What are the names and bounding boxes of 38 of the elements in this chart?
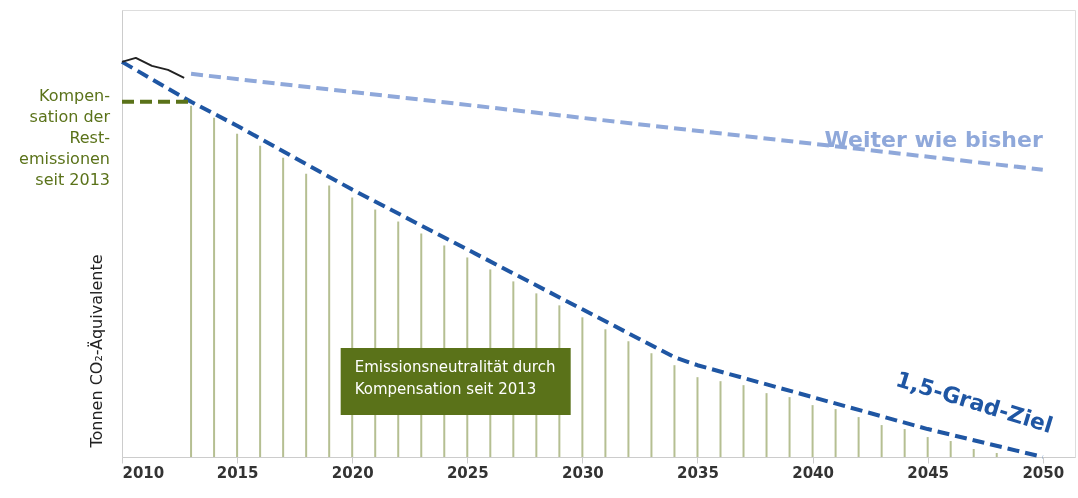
bar <box>627 341 630 457</box>
y-axis-title: Tonnen CO₂-Äquivalente <box>86 254 106 449</box>
x-tick-label: 2030 <box>562 463 604 482</box>
bar <box>857 417 860 457</box>
bar <box>949 441 952 457</box>
bar <box>259 145 262 457</box>
bar <box>926 437 929 457</box>
bar <box>834 409 837 457</box>
bar <box>765 393 768 457</box>
bar <box>880 425 883 457</box>
x-tick-label: 2045 <box>907 463 950 482</box>
bar <box>788 397 791 457</box>
annotation: Emissionsneutralität durch Kompensation seit 2013 <box>354 358 556 398</box>
x-tick-label: 2025 <box>446 463 489 482</box>
bar <box>696 377 699 457</box>
series-label: Weiter wie bisher <box>824 126 1043 152</box>
bar <box>213 117 216 457</box>
bar <box>581 317 584 457</box>
bar <box>282 157 285 457</box>
bar <box>673 365 676 457</box>
x-tick-label: 2050 <box>1022 463 1065 482</box>
text: Kompen- sation der Rest- emissionen seit 2013 <box>19 86 111 189</box>
x-tick-label: 2015 <box>216 463 259 482</box>
bar <box>972 449 975 457</box>
bar <box>650 353 653 457</box>
x-tick-label: 2040 <box>792 463 834 482</box>
bar <box>604 329 607 457</box>
x-tick-label: 2035 <box>677 463 719 482</box>
bar <box>811 405 814 457</box>
x-tick-label: 2010 <box>122 463 165 482</box>
bar <box>742 385 745 457</box>
bar <box>236 133 239 457</box>
bar <box>190 105 193 457</box>
bar <box>995 453 998 457</box>
x-tick-label: 2020 <box>331 463 374 482</box>
bar <box>328 185 331 457</box>
bar <box>719 381 722 457</box>
bar <box>305 173 308 457</box>
